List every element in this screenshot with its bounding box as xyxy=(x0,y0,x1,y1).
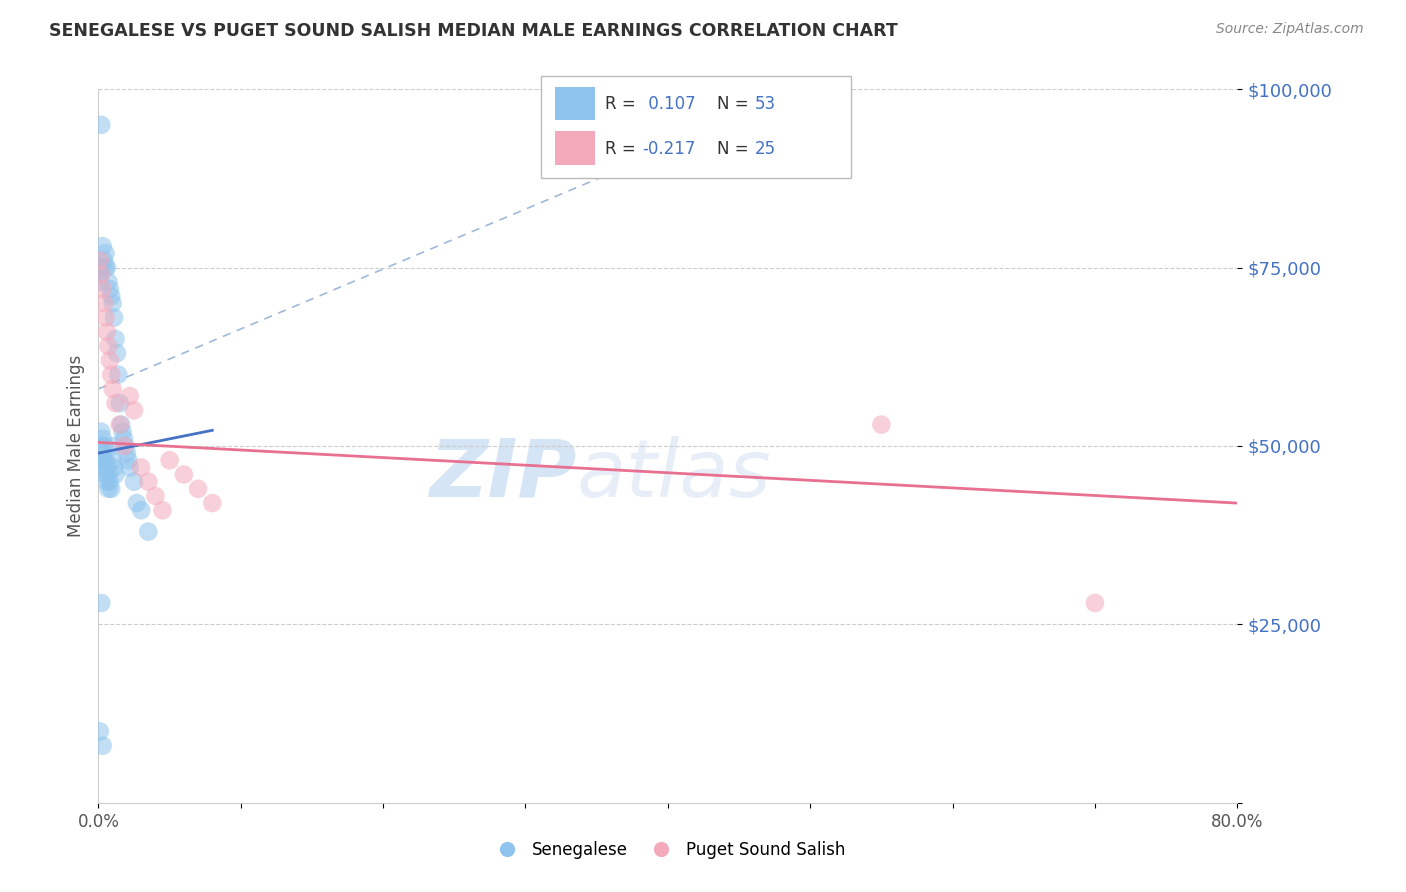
Senegalese xyxy=(94,246,117,260)
Puget Sound Salish xyxy=(145,489,167,503)
Puget Sound Salish xyxy=(870,417,893,432)
Puget Sound Salish xyxy=(201,496,224,510)
Senegalese xyxy=(110,417,132,432)
Senegalese xyxy=(97,482,120,496)
Senegalese xyxy=(93,439,115,453)
Senegalese xyxy=(89,275,111,289)
Puget Sound Salish xyxy=(96,325,118,339)
Senegalese xyxy=(100,289,122,303)
Text: R =: R = xyxy=(605,140,641,158)
Senegalese xyxy=(105,346,128,360)
Senegalese xyxy=(91,239,114,253)
Senegalese xyxy=(93,453,115,467)
Senegalese xyxy=(111,425,134,439)
Puget Sound Salish xyxy=(90,268,112,282)
Senegalese xyxy=(89,724,111,739)
Text: ZIP: ZIP xyxy=(429,435,576,514)
Senegalese xyxy=(91,739,114,753)
Puget Sound Salish xyxy=(97,339,120,353)
Senegalese xyxy=(108,396,131,410)
Senegalese xyxy=(125,496,148,510)
Senegalese xyxy=(98,475,121,489)
Senegalese xyxy=(89,268,111,282)
Senegalese xyxy=(93,460,115,475)
Senegalese xyxy=(94,453,117,467)
Senegalese xyxy=(114,439,136,453)
Senegalese xyxy=(136,524,159,539)
Puget Sound Salish xyxy=(136,475,159,489)
Senegalese xyxy=(101,296,124,310)
Text: R =: R = xyxy=(605,95,641,113)
Puget Sound Salish xyxy=(1084,596,1107,610)
Senegalese xyxy=(90,425,112,439)
Puget Sound Salish xyxy=(104,396,127,410)
Y-axis label: Median Male Earnings: Median Male Earnings xyxy=(66,355,84,537)
Senegalese xyxy=(104,332,127,346)
Puget Sound Salish xyxy=(108,417,131,432)
Puget Sound Salish xyxy=(122,403,145,417)
Senegalese xyxy=(103,460,125,475)
Senegalese xyxy=(103,310,125,325)
Puget Sound Salish xyxy=(93,296,115,310)
Puget Sound Salish xyxy=(129,460,152,475)
Puget Sound Salish xyxy=(94,310,117,325)
Puget Sound Salish xyxy=(152,503,174,517)
Puget Sound Salish xyxy=(173,467,195,482)
Senegalese xyxy=(91,432,114,446)
Text: Source: ZipAtlas.com: Source: ZipAtlas.com xyxy=(1216,22,1364,37)
Senegalese xyxy=(107,368,129,382)
Puget Sound Salish xyxy=(101,382,124,396)
Puget Sound Salish xyxy=(112,439,135,453)
Text: N =: N = xyxy=(717,95,754,113)
Senegalese xyxy=(90,596,112,610)
Puget Sound Salish xyxy=(89,253,111,268)
Text: N =: N = xyxy=(717,140,754,158)
Senegalese xyxy=(94,260,117,275)
Puget Sound Salish xyxy=(118,389,141,403)
Senegalese xyxy=(98,282,121,296)
Senegalese xyxy=(94,467,117,482)
Senegalese xyxy=(90,439,112,453)
Senegalese xyxy=(90,118,112,132)
Senegalese xyxy=(90,260,112,275)
Puget Sound Salish xyxy=(100,368,122,382)
Senegalese xyxy=(104,467,127,482)
Text: atlas: atlas xyxy=(576,435,772,514)
Senegalese xyxy=(91,453,114,467)
Text: 53: 53 xyxy=(755,95,776,113)
Senegalese xyxy=(112,432,135,446)
Senegalese xyxy=(101,453,124,467)
Senegalese xyxy=(118,460,141,475)
Puget Sound Salish xyxy=(98,353,121,368)
Senegalese xyxy=(91,446,114,460)
Puget Sound Salish xyxy=(187,482,209,496)
Senegalese xyxy=(122,475,145,489)
Senegalese xyxy=(93,253,115,268)
Senegalese xyxy=(100,482,122,496)
Puget Sound Salish xyxy=(91,282,114,296)
Senegalese xyxy=(129,503,152,517)
Text: SENEGALESE VS PUGET SOUND SALISH MEDIAN MALE EARNINGS CORRELATION CHART: SENEGALESE VS PUGET SOUND SALISH MEDIAN … xyxy=(49,22,898,40)
Text: 0.107: 0.107 xyxy=(643,95,695,113)
Senegalese xyxy=(97,467,120,482)
Text: 25: 25 xyxy=(755,140,776,158)
Puget Sound Salish xyxy=(159,453,181,467)
Senegalese xyxy=(96,460,118,475)
Senegalese xyxy=(97,275,120,289)
Text: -0.217: -0.217 xyxy=(643,140,696,158)
Senegalese xyxy=(89,260,111,275)
Senegalese xyxy=(101,439,124,453)
Senegalese xyxy=(96,260,118,275)
Legend: Senegalese, Puget Sound Salish: Senegalese, Puget Sound Salish xyxy=(484,835,852,866)
Senegalese xyxy=(115,446,138,460)
Senegalese xyxy=(96,475,118,489)
Senegalese xyxy=(117,453,139,467)
